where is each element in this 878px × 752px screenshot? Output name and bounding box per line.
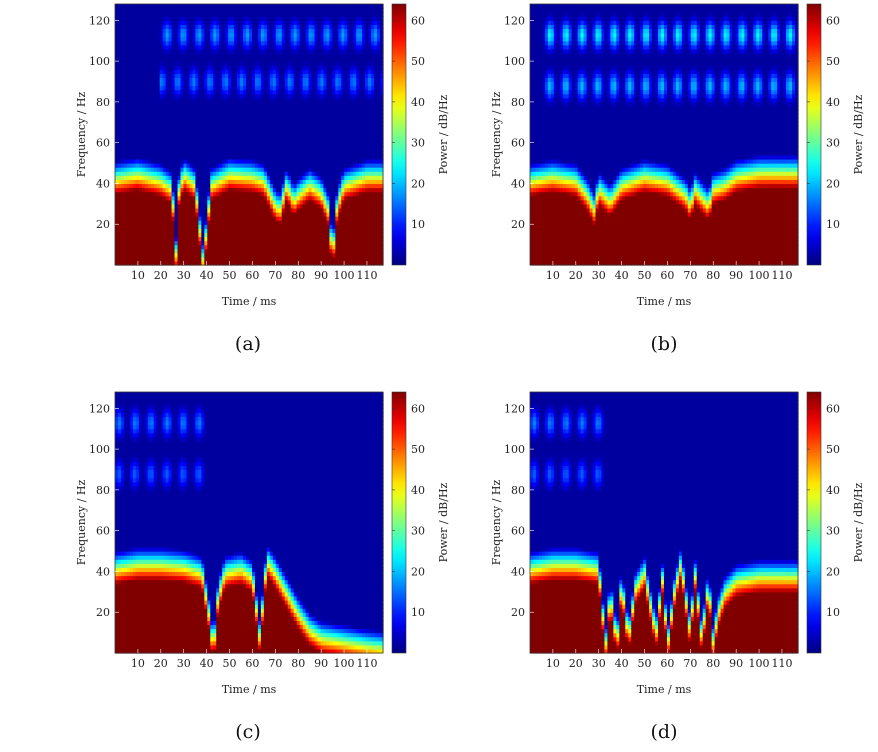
- spectrogram-panel: 10 20 30 40 50 60 70 80 90 100 11020406080100120Ti…: [75, 4, 450, 355]
- figure: 10 20 30 40 50 60 70 80 90 100 11020406080100120Ti…: [0, 0, 878, 752]
- heatmap: [115, 4, 384, 266]
